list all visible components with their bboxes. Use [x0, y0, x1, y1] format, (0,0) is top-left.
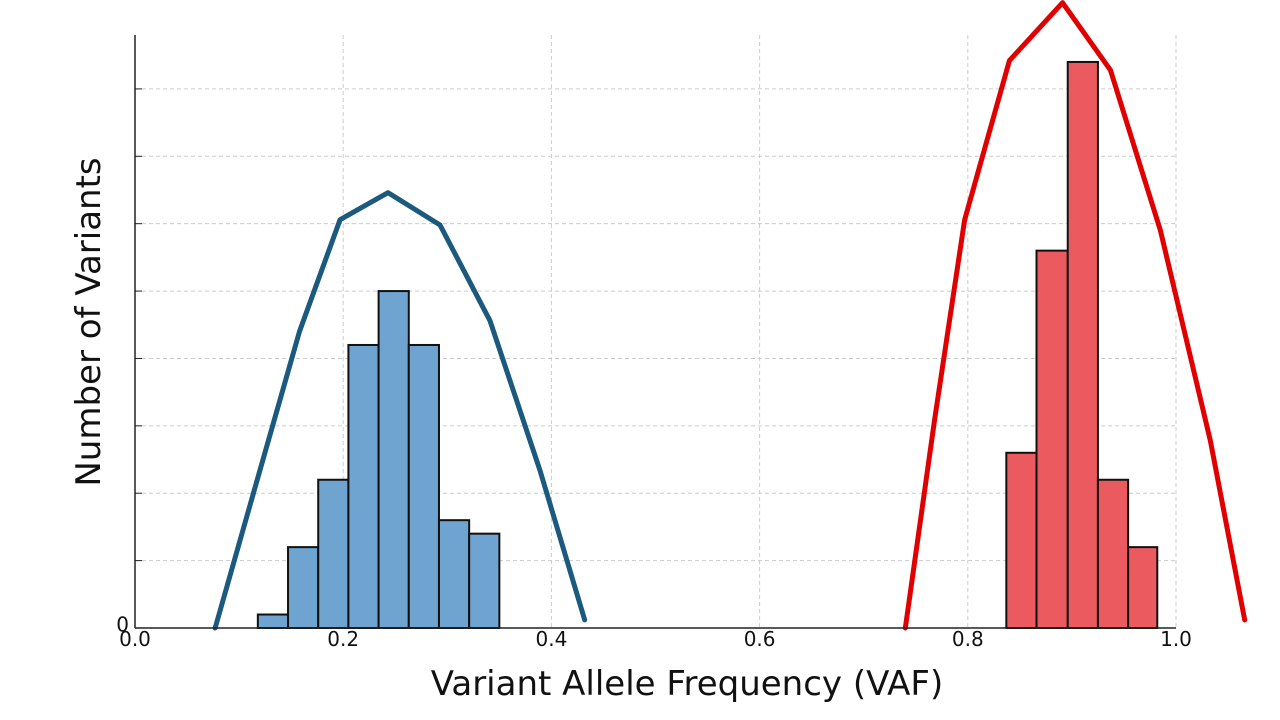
histogram-bar: [347, 343, 380, 629]
x-tick-label: 0.2: [327, 627, 359, 651]
histogram-bar: [287, 546, 320, 629]
histogram-bar: [468, 532, 501, 630]
x-tick-label: 0.8: [952, 627, 984, 651]
density-curve: [212, 190, 588, 631]
density-curve: [902, 0, 1248, 631]
x-tick-label: 0.0: [119, 627, 151, 651]
histogram-bar: [377, 290, 410, 629]
y-axis-title: Number of Variants: [69, 157, 109, 486]
y-tick-label: 0: [116, 613, 129, 637]
x-tick-label: 1.0: [1160, 627, 1192, 651]
x-tick-label: 0.6: [744, 627, 776, 651]
histogram-bar: [1035, 249, 1069, 630]
x-axis-title: Variant Allele Frequency (VAF): [431, 664, 944, 704]
histogram-bar: [1005, 451, 1038, 629]
histogram-bar: [317, 478, 350, 629]
histogram-bar: [437, 519, 471, 630]
histogram-bar: [1066, 60, 1099, 630]
histogram-bar: [1096, 478, 1130, 629]
histogram-bar: [1127, 546, 1159, 629]
x-tick-label: 0.4: [535, 627, 567, 651]
histogram-bar: [256, 613, 290, 629]
histogram-bar: [407, 343, 440, 629]
